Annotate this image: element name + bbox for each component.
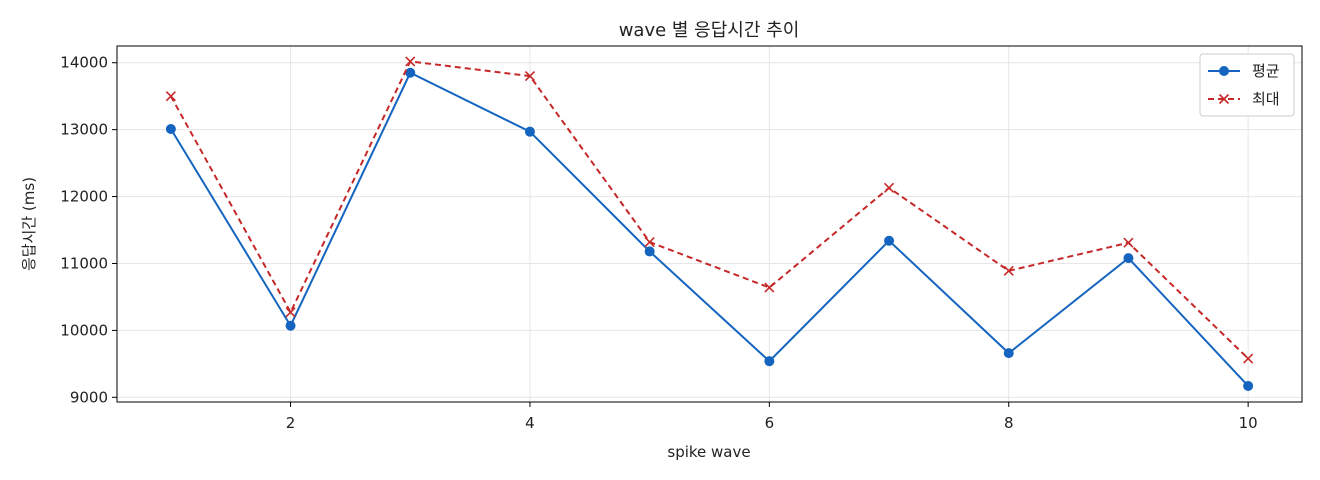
data-point xyxy=(285,320,296,331)
grid xyxy=(117,46,1302,402)
y-tick-label: 11000 xyxy=(60,254,108,272)
y-tick-label: 9000 xyxy=(70,388,108,406)
x-tick-label: 4 xyxy=(525,414,535,432)
x-tick-label: 2 xyxy=(286,414,296,432)
legend-box xyxy=(1199,53,1295,117)
data-point xyxy=(884,235,895,246)
data-point xyxy=(1003,265,1014,276)
legend-label: 평균 xyxy=(1252,62,1280,80)
data-point xyxy=(1243,353,1254,364)
legend-label: 최대 xyxy=(1252,90,1280,108)
series-line xyxy=(169,60,1249,360)
data-point xyxy=(1123,253,1134,264)
legend-entry: 평균 xyxy=(1208,62,1280,80)
legend-entry: 최대 xyxy=(1208,90,1280,108)
data-point xyxy=(165,91,176,102)
data-point xyxy=(1243,380,1254,391)
y-tick-label: 12000 xyxy=(60,188,108,206)
data-point xyxy=(524,71,536,82)
y-tick-label: 13000 xyxy=(60,121,108,139)
data-point xyxy=(524,126,535,137)
data-point xyxy=(644,237,655,248)
x-tick-label: 6 xyxy=(765,414,775,432)
data-point xyxy=(644,246,655,257)
x-tick-label: 10 xyxy=(1239,414,1258,432)
y-tick-label: 10000 xyxy=(60,321,108,339)
y-axis-label: 응답시간 (ms) xyxy=(20,177,38,271)
data-point xyxy=(883,182,895,193)
x-axis-label: spike wave xyxy=(667,443,750,461)
series-group xyxy=(165,56,1254,391)
y-tick-label: 14000 xyxy=(60,54,108,72)
data-point xyxy=(405,56,416,67)
legend-marker xyxy=(1218,93,1230,105)
plot-area-frame xyxy=(116,45,1303,403)
axis-ticks: 2 4 6 8 10 9000 10000 11000 12000 13000 14000 xyxy=(60,54,1257,432)
series-max xyxy=(165,56,1254,364)
x-tick-label: 8 xyxy=(1004,414,1014,432)
data-point xyxy=(764,356,775,367)
data-point xyxy=(165,123,176,134)
data-point xyxy=(285,307,296,318)
chart-title: wave 별 응답시간 추이 xyxy=(619,20,800,41)
legend-marker xyxy=(1219,66,1229,76)
data-point xyxy=(1123,237,1134,248)
data-point xyxy=(405,67,416,78)
series-average xyxy=(165,67,1254,391)
data-point xyxy=(1003,348,1014,359)
data-point xyxy=(764,282,775,293)
series-line xyxy=(170,71,1249,387)
